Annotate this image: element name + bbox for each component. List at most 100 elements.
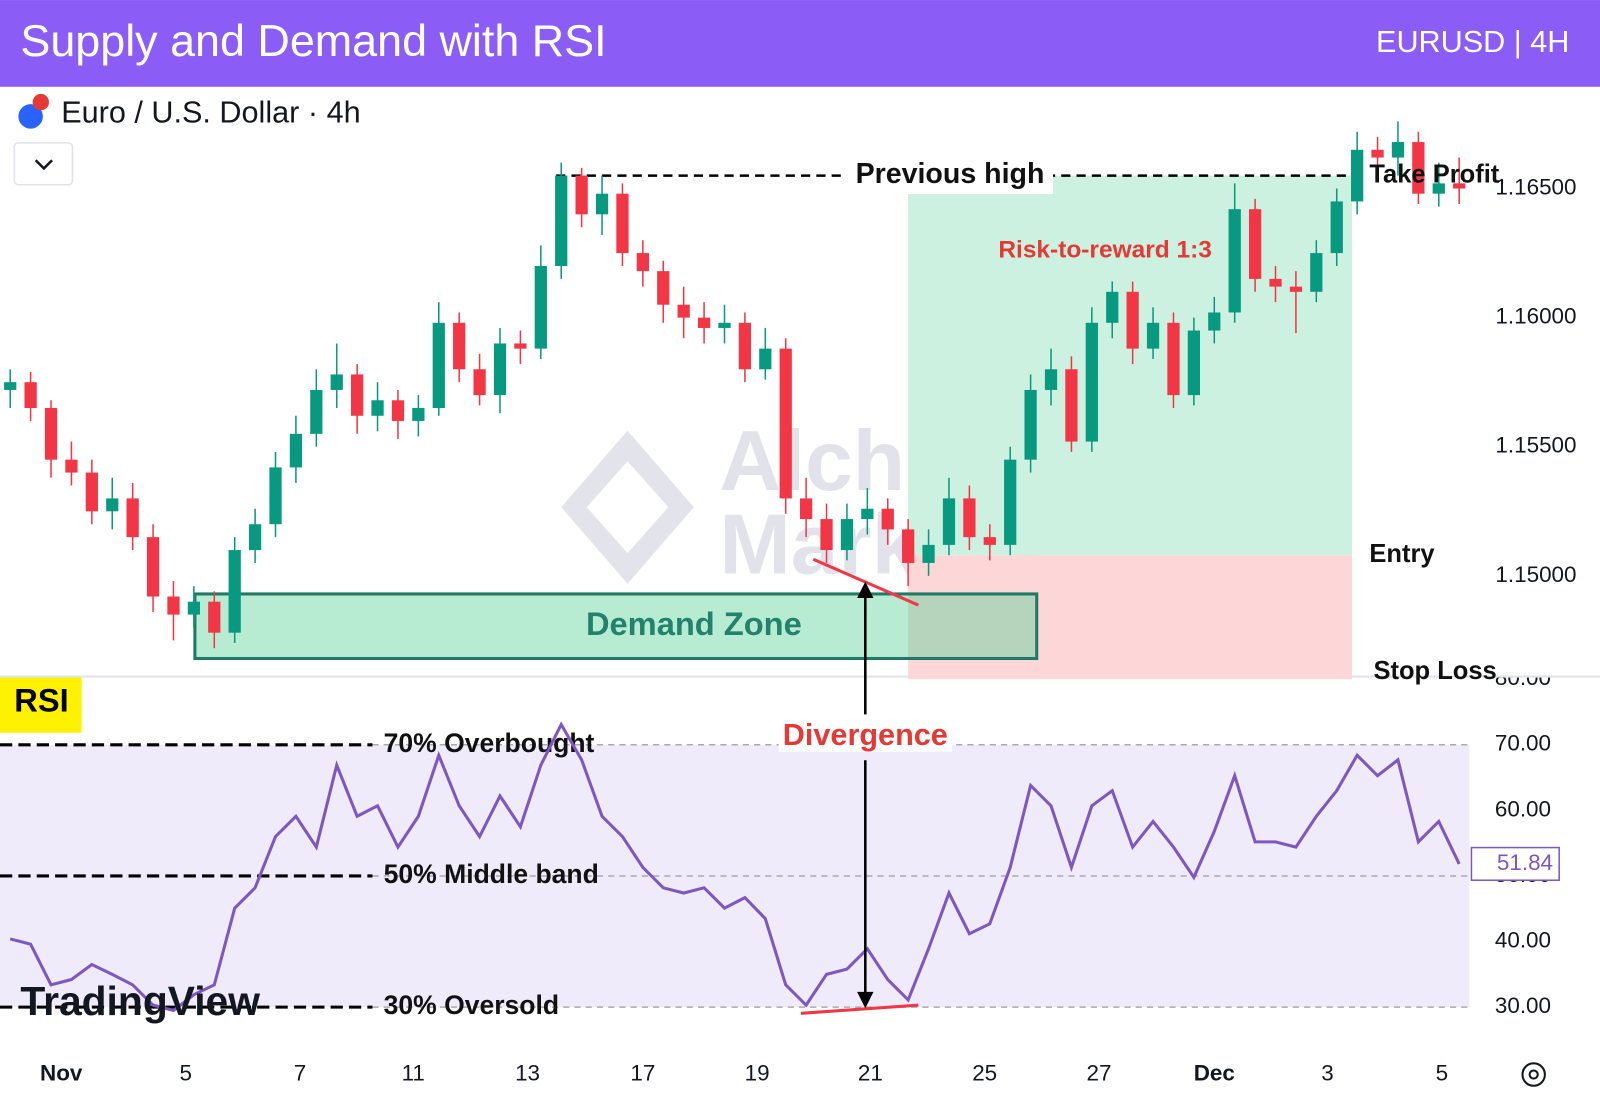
candle-body bbox=[677, 304, 690, 318]
label-bg bbox=[846, 157, 1054, 194]
candle-body bbox=[1432, 183, 1445, 194]
candle-body bbox=[493, 343, 507, 396]
reward-zone bbox=[908, 175, 1353, 556]
candle-body bbox=[1330, 201, 1343, 254]
rsi-line bbox=[9, 721, 1461, 1013]
entry-label: Entry bbox=[1369, 540, 1435, 568]
symbol-icon bbox=[32, 93, 49, 111]
chevron bbox=[34, 159, 53, 171]
rsi-divergence-line bbox=[800, 1003, 919, 1015]
candle-body bbox=[1208, 312, 1221, 331]
stop-loss-label: Stop Loss bbox=[1373, 657, 1496, 685]
x-tick-label: 11 bbox=[402, 1060, 425, 1085]
level-label: 30% Oversold bbox=[384, 990, 559, 1020]
candle-body bbox=[718, 322, 731, 328]
level-label: 50% Middle band bbox=[384, 859, 599, 889]
candle-body bbox=[861, 508, 874, 520]
candle-body bbox=[371, 400, 384, 416]
candle-body bbox=[1106, 291, 1119, 323]
candle-body bbox=[65, 459, 78, 473]
x-tick-label: Nov bbox=[40, 1060, 83, 1085]
candle-body bbox=[555, 175, 568, 266]
candle-body bbox=[24, 382, 37, 409]
price-divergence-line bbox=[812, 557, 919, 607]
candle-body bbox=[595, 193, 609, 215]
candle-body bbox=[208, 601, 221, 633]
rsi-badge bbox=[0, 671, 82, 733]
divergence-label: Divergence bbox=[783, 718, 948, 752]
previous-high-label: Previous high bbox=[856, 158, 1045, 190]
x-tick-label: 5 bbox=[179, 1060, 191, 1085]
level-label: 70% Overbought bbox=[384, 728, 595, 758]
candle-body bbox=[759, 348, 772, 370]
x-tick-label: 21 bbox=[858, 1060, 883, 1085]
candle-body bbox=[1371, 149, 1384, 158]
price-tick-label: 1.15500 bbox=[1495, 433, 1576, 458]
header-bar bbox=[0, 0, 1600, 87]
dropdown-button[interactable] bbox=[13, 142, 74, 186]
x-tick-label: 5 bbox=[1436, 1060, 1448, 1085]
candle-body bbox=[473, 369, 486, 396]
candle-body bbox=[1310, 253, 1323, 292]
candle-body bbox=[1453, 183, 1466, 189]
candle-body bbox=[351, 374, 364, 416]
candle-body bbox=[534, 265, 547, 349]
candle-body bbox=[1024, 389, 1037, 460]
alchemy-logo bbox=[561, 430, 694, 584]
candle-body bbox=[1289, 286, 1303, 292]
candle-body bbox=[963, 498, 976, 538]
candle-body bbox=[44, 408, 58, 460]
candle-body bbox=[942, 498, 956, 545]
candle-body bbox=[1269, 278, 1282, 287]
settings-icon[interactable] bbox=[1521, 1062, 1546, 1087]
candle-body bbox=[289, 433, 303, 468]
candle-body bbox=[657, 271, 670, 305]
settings-icon bbox=[1528, 1069, 1539, 1080]
candle-body bbox=[1146, 322, 1160, 349]
candle-body bbox=[453, 322, 466, 370]
candle-body bbox=[881, 508, 894, 530]
candle-body bbox=[1228, 209, 1241, 313]
candle-body bbox=[1004, 459, 1017, 545]
price-tick-label: 1.16500 bbox=[1495, 174, 1576, 199]
candle-body bbox=[269, 467, 282, 525]
x-tick-label: 17 bbox=[630, 1060, 655, 1085]
candle-body bbox=[902, 529, 915, 563]
x-tick-label: 19 bbox=[745, 1060, 770, 1085]
candle-body bbox=[85, 472, 98, 512]
symbol-title: Euro / U.S. Dollar · 4h bbox=[61, 95, 360, 129]
candle-body bbox=[412, 408, 425, 421]
candle-body bbox=[391, 400, 405, 421]
x-tick-label: 3 bbox=[1321, 1060, 1333, 1085]
last-value-label: 51.84 bbox=[1497, 850, 1553, 875]
candle-body bbox=[1187, 330, 1200, 396]
candle-body bbox=[983, 537, 996, 545]
candle-body bbox=[616, 193, 629, 254]
rsi-tick-label: 60.00 bbox=[1495, 796, 1551, 821]
candle-body bbox=[248, 524, 262, 551]
candle-body bbox=[800, 498, 813, 520]
price-panel: 1.15000 1.15500 1.16000 1.16500 Previous hig… bbox=[4, 121, 1577, 685]
last-value-tag bbox=[1470, 846, 1560, 881]
x-tick-label: 27 bbox=[1086, 1060, 1111, 1085]
rsi-tick-label: 40.00 bbox=[1495, 927, 1551, 952]
rsi-tick-label: 70.00 bbox=[1495, 731, 1551, 756]
x-tick-label: Dec bbox=[1194, 1060, 1235, 1085]
header-badge: EURUSD | 4H bbox=[1376, 25, 1569, 59]
demand-zone bbox=[193, 592, 1039, 661]
candle-body bbox=[636, 253, 649, 272]
candle-body bbox=[1391, 142, 1405, 158]
ratio-label: Risk-to-reward 1:3 bbox=[998, 237, 1211, 264]
candle-body bbox=[738, 322, 752, 370]
tradingview-watermark: TradingView bbox=[20, 978, 260, 1024]
candle-body bbox=[922, 544, 935, 563]
candle-body bbox=[575, 175, 588, 215]
candle-body bbox=[187, 601, 200, 615]
candle-body bbox=[1044, 369, 1058, 390]
price-tick-label: 1.15000 bbox=[1495, 562, 1576, 587]
candle-body bbox=[1248, 209, 1262, 279]
candle-body bbox=[4, 382, 17, 390]
candle-body bbox=[167, 596, 180, 615]
